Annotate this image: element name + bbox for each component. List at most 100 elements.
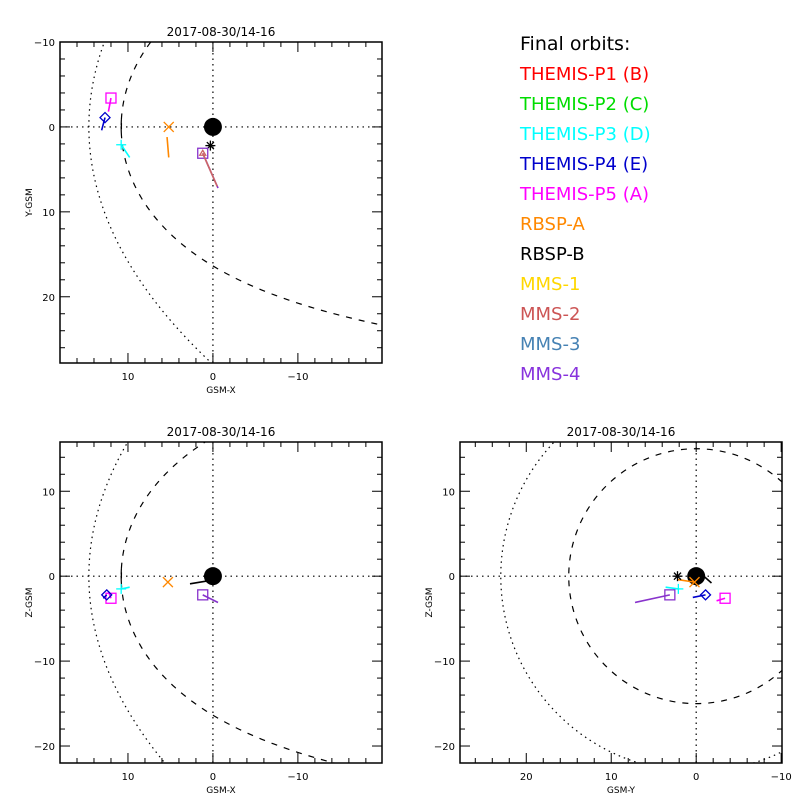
legend-item: MMS-4 [520, 364, 581, 385]
y-tick-label: 0 [49, 123, 55, 134]
plot-area [60, 442, 382, 763]
square-marker [197, 147, 209, 159]
y-tick-label: 20 [42, 293, 55, 304]
orbit-track [120, 144, 131, 158]
y-axis-label: Y-GSM [25, 188, 35, 217]
legend: Final orbits: THEMIS-P1 (B) THEMIS-P2 (C)… [520, 30, 651, 390]
legend-item: RBSP-B [520, 244, 585, 265]
orbit-track [202, 152, 218, 187]
plot-title: 2017-08-30/14-16 [167, 25, 276, 39]
bow-shock [500, 442, 782, 763]
legend-item: THEMIS-P4 (E) [520, 154, 649, 175]
spacecraft-rbsp-b [672, 571, 713, 584]
spacecraft-rbsp-a [162, 576, 174, 588]
orbit-track [166, 137, 170, 158]
y-tick-label: −10 [34, 657, 55, 668]
spacecraft-themis-p4 [692, 588, 712, 601]
spacecraft-themis-p3 [116, 139, 131, 158]
y-tick-label: 0 [49, 572, 55, 583]
spacecraft-themis-p4 [99, 111, 111, 131]
x-tick-label: 0 [210, 772, 216, 783]
spacecraft-rbsp-b [189, 571, 217, 585]
spacecraft-themis-p3 [116, 583, 130, 594]
spacecraft-rbsp-a [163, 121, 175, 158]
bow-shock [88, 442, 166, 763]
x-axis-label: GSM-X [206, 386, 235, 396]
x-tick-label: −10 [771, 772, 792, 783]
y-axis-label: Z-GSM [425, 587, 435, 617]
spacecraft-rbsp-a [677, 576, 700, 588]
orbit-track [634, 594, 671, 604]
square-marker [197, 589, 209, 601]
x-tick-label: 10 [122, 372, 135, 383]
asterisk-marker [673, 572, 682, 581]
x-tick-label: −10 [287, 372, 308, 383]
plot-frame [59, 41, 383, 364]
plot-frame [59, 441, 383, 764]
plot-title: 2017-08-30/14-16 [167, 425, 276, 439]
x-tick-label: 10 [122, 772, 135, 783]
y-tick-label: 10 [42, 208, 55, 219]
x-marker [689, 576, 700, 588]
spacecraft-themis-p5 [716, 592, 731, 604]
x-tick-label: 0 [693, 772, 699, 783]
legend-title: Final orbits: [520, 33, 631, 55]
orbit-track [107, 97, 112, 112]
asterisk-marker [207, 572, 216, 581]
legend-item: THEMIS-P1 (B) [520, 64, 650, 85]
triangle-marker [198, 148, 207, 156]
y-tick-label: 10 [442, 487, 455, 498]
earth [203, 117, 222, 136]
magnetopause [120, 42, 382, 326]
legend-item: THEMIS-P2 (C) [520, 94, 650, 115]
x-marker [163, 121, 175, 133]
y-tick-label: −20 [34, 742, 55, 753]
square-marker [664, 589, 676, 601]
orbit-track [100, 117, 106, 131]
y-tick-label: −20 [434, 742, 455, 753]
orbit-track [202, 594, 219, 604]
spacecraft-rbsp-b [205, 140, 216, 151]
x-tick-label: −10 [287, 772, 308, 783]
square-marker [105, 92, 117, 104]
legend-item: THEMIS-P3 (D) [520, 124, 651, 145]
magnetopause [120, 442, 337, 763]
orbit-track [189, 579, 211, 585]
spacecraft-themis-p5 [105, 92, 117, 112]
y-tick-label: −10 [434, 657, 455, 668]
y-tick-label: −10 [34, 38, 55, 49]
spacecraft-mms-4 [197, 589, 219, 604]
orbit-track [716, 597, 726, 602]
diamond-marker [100, 588, 113, 601]
diamond-marker [99, 111, 111, 124]
orbit-track [704, 576, 713, 584]
diamond-marker [699, 588, 712, 601]
orbit-track [692, 594, 706, 599]
bow-shock [88, 42, 213, 363]
spacecraft-mms-2 [198, 148, 218, 187]
y-axis-label: Z-GSM [25, 587, 35, 617]
plot-frame [459, 441, 783, 764]
panel-yz: 20 10 0 −10 10 0 −10 −20 2017-08-30/14-16 GSM-Y Z-… [425, 425, 792, 796]
square-marker [719, 592, 731, 604]
legend-item: MMS-3 [520, 334, 581, 355]
x-marker [162, 576, 174, 588]
orbit-track [677, 578, 695, 583]
x-tick-label: 10 [605, 772, 618, 783]
x-axis-label: GSM-X [206, 786, 235, 796]
plot-title: 2017-08-30/14-16 [567, 425, 676, 439]
spacecraft-themis-p4 [100, 588, 113, 601]
x-tick-label: 20 [520, 772, 533, 783]
legend-item: MMS-2 [520, 304, 581, 325]
legend-item: THEMIS-P5 (A) [520, 184, 650, 205]
panel-xz: 10 0 −10 10 0 −10 −20 2017-08-30/14-16 GSM-X Z-GS… [25, 425, 383, 796]
x-tick-label: 0 [210, 372, 216, 383]
legend-item: RBSP-A [520, 214, 585, 235]
spacecraft-themis-p3 [665, 583, 684, 594]
plot-area [460, 442, 782, 763]
plot-area [60, 42, 382, 363]
panel-xy: 10 0 −10 −10 0 10 20 2017-08-30/14-16 GSM-X Y-GSM [25, 25, 383, 396]
x-axis-label: GSM-Y [607, 786, 636, 796]
legend-item: MMS-1 [520, 274, 581, 295]
